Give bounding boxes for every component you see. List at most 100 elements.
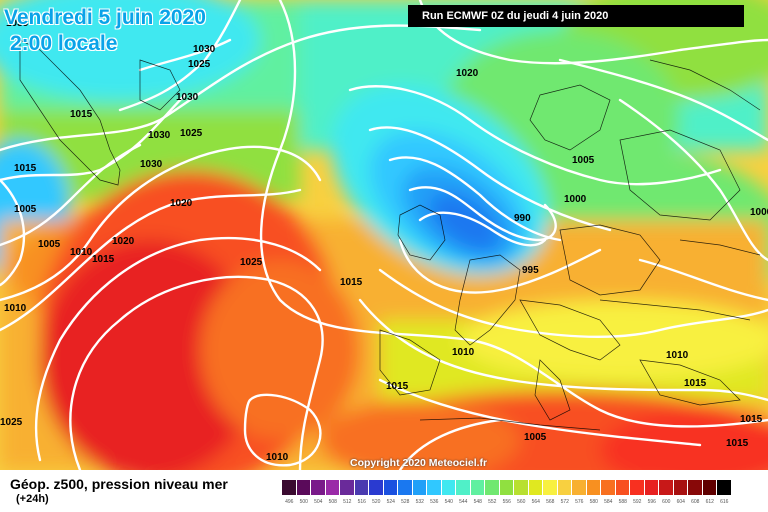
color-scale-cell — [601, 480, 616, 495]
color-scale — [282, 480, 732, 495]
pressure-label: 1025 — [180, 128, 203, 139]
forecast-date: Vendredi 5 juin 2020 — [4, 6, 206, 29]
pressure-label: 1010 — [452, 347, 475, 358]
forecast-map: 1035 1030 1025 1030 1015 1030 1025 1030 1015 1005… — [0, 0, 768, 470]
pressure-label: 1010 — [266, 452, 289, 463]
color-scale-tick: 556 — [502, 499, 511, 505]
color-scale-cell — [630, 480, 645, 495]
color-scale-cell — [383, 480, 398, 495]
color-scale-tick: 564 — [531, 499, 540, 505]
color-scale-cell — [456, 480, 471, 495]
pressure-label: 1015 — [14, 163, 37, 174]
color-scale-cell — [470, 480, 485, 495]
color-scale-tick: 616 — [720, 499, 729, 505]
pressure-label: 1015 — [740, 414, 763, 425]
color-scale-cell — [340, 480, 355, 495]
color-scale-tick: 576 — [575, 499, 584, 505]
pressure-label: 990 — [514, 213, 531, 224]
color-scale-cell — [354, 480, 369, 495]
pressure-label: 1015 — [684, 378, 707, 389]
color-scale-tick: 516 — [357, 499, 366, 505]
color-scale-tick: 584 — [604, 499, 613, 505]
color-scale-cell — [398, 480, 413, 495]
pressure-label: 1005 — [14, 204, 37, 215]
pressure-label: 1030 — [140, 159, 163, 170]
pressure-label: 1030 — [176, 92, 199, 103]
pressure-label: 1025 — [0, 417, 23, 428]
pressure-isobars — [0, 0, 768, 470]
pressure-label: 1020 — [170, 198, 193, 209]
color-scale-tick: 580 — [589, 499, 598, 505]
color-scale-cell — [528, 480, 543, 495]
color-scale-tick: 536 — [430, 499, 439, 505]
color-scale-tick: 604 — [676, 499, 685, 505]
color-scale-tick: 560 — [517, 499, 526, 505]
color-scale-tick: 520 — [372, 499, 381, 505]
color-scale-tick: 592 — [633, 499, 642, 505]
color-scale-cell — [557, 480, 572, 495]
pressure-label: 1025 — [240, 257, 263, 268]
color-scale-cell — [673, 480, 688, 495]
color-scale-cell — [412, 480, 427, 495]
pressure-label: 1000 — [564, 194, 587, 205]
color-scale-tick: 496 — [285, 499, 294, 505]
pressure-label: 1015 — [340, 277, 363, 288]
pressure-label: 1010 — [70, 247, 93, 258]
pressure-label: 1035 — [6, 18, 29, 29]
pressure-label: 1005 — [524, 432, 547, 443]
color-scale-cell — [572, 480, 587, 495]
color-scale-tick: 532 — [415, 499, 424, 505]
color-scale-tick: 500 — [299, 499, 308, 505]
pressure-label: 1020 — [112, 236, 135, 247]
pressure-label: 1015 — [726, 438, 749, 449]
color-scale-tick: 568 — [546, 499, 555, 505]
color-scale-tick: 504 — [314, 499, 323, 505]
pressure-label: 1010 — [666, 350, 689, 361]
color-scale-tick: 608 — [691, 499, 700, 505]
color-scale-cell — [282, 480, 297, 495]
color-scale-tick: 548 — [473, 499, 482, 505]
color-scale-cell — [615, 480, 630, 495]
color-scale-cell — [485, 480, 500, 495]
pressure-label: 1030 — [193, 44, 216, 55]
legend-panel: Géop. z500, pression niveau mer (+24h) 4… — [0, 470, 768, 512]
color-scale-cell — [543, 480, 558, 495]
color-scale-tick: 600 — [662, 499, 671, 505]
pressure-label: 1005 — [572, 155, 595, 166]
pressure-label: 995 — [522, 265, 539, 276]
copyright-notice: Copyright 2020 Meteociel.fr — [350, 457, 488, 469]
pressure-label: 1030 — [148, 130, 171, 141]
color-scale-tick: 552 — [488, 499, 497, 505]
pressure-label: 1025 — [188, 59, 211, 70]
color-scale-cell — [659, 480, 674, 495]
color-scale-cell — [644, 480, 659, 495]
color-scale-cell — [325, 480, 340, 495]
pressure-label: 1015 — [92, 254, 115, 265]
color-scale-tick: 572 — [560, 499, 569, 505]
color-scale-tick: 540 — [444, 499, 453, 505]
country-borders — [19, 39, 761, 431]
pressure-label: 1005 — [38, 239, 61, 250]
color-scale-tick: 512 — [343, 499, 352, 505]
color-scale-tick: 588 — [618, 499, 627, 505]
color-scale-cell — [514, 480, 529, 495]
color-scale-cell — [499, 480, 514, 495]
color-scale-cell — [441, 480, 456, 495]
color-scale-cell — [427, 480, 442, 495]
color-scale-cell — [311, 480, 326, 495]
pressure-labels: 1035 1030 1025 1030 1015 1030 1025 1030 1015 1005… — [0, 18, 768, 463]
color-scale-cell — [586, 480, 601, 495]
color-scale-cell — [369, 480, 384, 495]
color-scale-tick: 508 — [328, 499, 337, 505]
pressure-label: 1020 — [456, 68, 479, 79]
forecast-time: 2:00 locale — [10, 32, 118, 55]
color-scale-cell — [717, 480, 732, 495]
pressure-label: 1010 — [4, 303, 27, 314]
legend-title: Géop. z500, pression niveau mer — [10, 476, 228, 492]
color-scale-cell — [296, 480, 311, 495]
pressure-label: 1000 — [750, 207, 768, 218]
color-scale-tick: 528 — [401, 499, 410, 505]
color-scale-cell — [702, 480, 717, 495]
color-scale-tick: 524 — [386, 499, 395, 505]
